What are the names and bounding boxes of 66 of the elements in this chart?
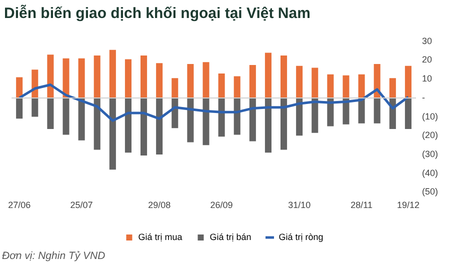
x-tick-label: 31/10 xyxy=(288,200,311,210)
y-tick-label: 30 xyxy=(422,36,432,46)
x-tick-label: 25/07 xyxy=(70,200,93,210)
bar xyxy=(280,98,288,150)
bar xyxy=(62,98,70,135)
y-tick-label: 10 xyxy=(422,74,432,84)
bar xyxy=(389,78,396,98)
bar xyxy=(156,63,163,98)
y-tick-label: (20) xyxy=(422,130,438,140)
y-tick-label: 20 xyxy=(422,54,432,65)
bar xyxy=(296,98,303,136)
bar xyxy=(312,98,318,133)
y-tick-label: (30) xyxy=(422,148,438,159)
bar xyxy=(62,58,70,98)
bar xyxy=(156,98,163,154)
x-tick-label: 26/09 xyxy=(210,200,233,210)
bar xyxy=(124,98,132,153)
bar xyxy=(249,98,256,142)
bar xyxy=(140,56,148,98)
bar xyxy=(78,98,85,140)
legend-label: Giá trị ròng xyxy=(278,232,324,242)
bar xyxy=(78,58,85,98)
x-tick-label: 29/08 xyxy=(148,200,171,210)
bar xyxy=(218,73,225,98)
x-tick-label: 19/12 xyxy=(396,200,420,210)
bar xyxy=(342,75,350,98)
bar xyxy=(404,66,412,98)
bar xyxy=(312,68,318,98)
bar xyxy=(327,74,334,98)
bar xyxy=(140,98,148,156)
bar xyxy=(404,98,412,130)
bar xyxy=(94,56,100,98)
x-tick-label: 28/11 xyxy=(350,200,372,210)
y-tick-label: (50) xyxy=(422,186,438,197)
bar xyxy=(32,98,38,117)
y-tick-label: - xyxy=(422,92,425,102)
bar xyxy=(202,98,210,146)
bar xyxy=(264,98,272,153)
bar xyxy=(358,74,365,98)
bar xyxy=(249,64,256,98)
chart-title: Diễn biến giao dịch khối ngoại tại Việt Nam xyxy=(4,5,310,22)
bar xyxy=(296,66,303,98)
bar xyxy=(109,98,116,170)
bar xyxy=(187,98,194,142)
bar xyxy=(280,56,288,98)
y-tick-label: (10) xyxy=(422,111,438,122)
bar xyxy=(264,52,272,98)
bar xyxy=(234,76,240,98)
bar xyxy=(202,62,210,98)
y-tick-label: (40) xyxy=(422,168,438,178)
bar xyxy=(47,98,54,130)
bar xyxy=(124,59,132,98)
text: Đơn vị: Nghin Tỷ VND xyxy=(2,250,106,262)
bar xyxy=(218,98,225,137)
bar xyxy=(16,77,23,98)
bar xyxy=(172,78,178,98)
bar xyxy=(374,98,380,124)
bar xyxy=(187,64,194,98)
legend-label: Giá trị bán xyxy=(210,232,252,242)
bar xyxy=(109,50,116,98)
bar xyxy=(94,98,100,150)
bar xyxy=(234,98,240,135)
bar xyxy=(47,54,54,98)
legend-label: Giá trị mua xyxy=(138,232,182,242)
x-tick-label: 27/06 xyxy=(8,200,31,210)
bar xyxy=(16,98,23,119)
